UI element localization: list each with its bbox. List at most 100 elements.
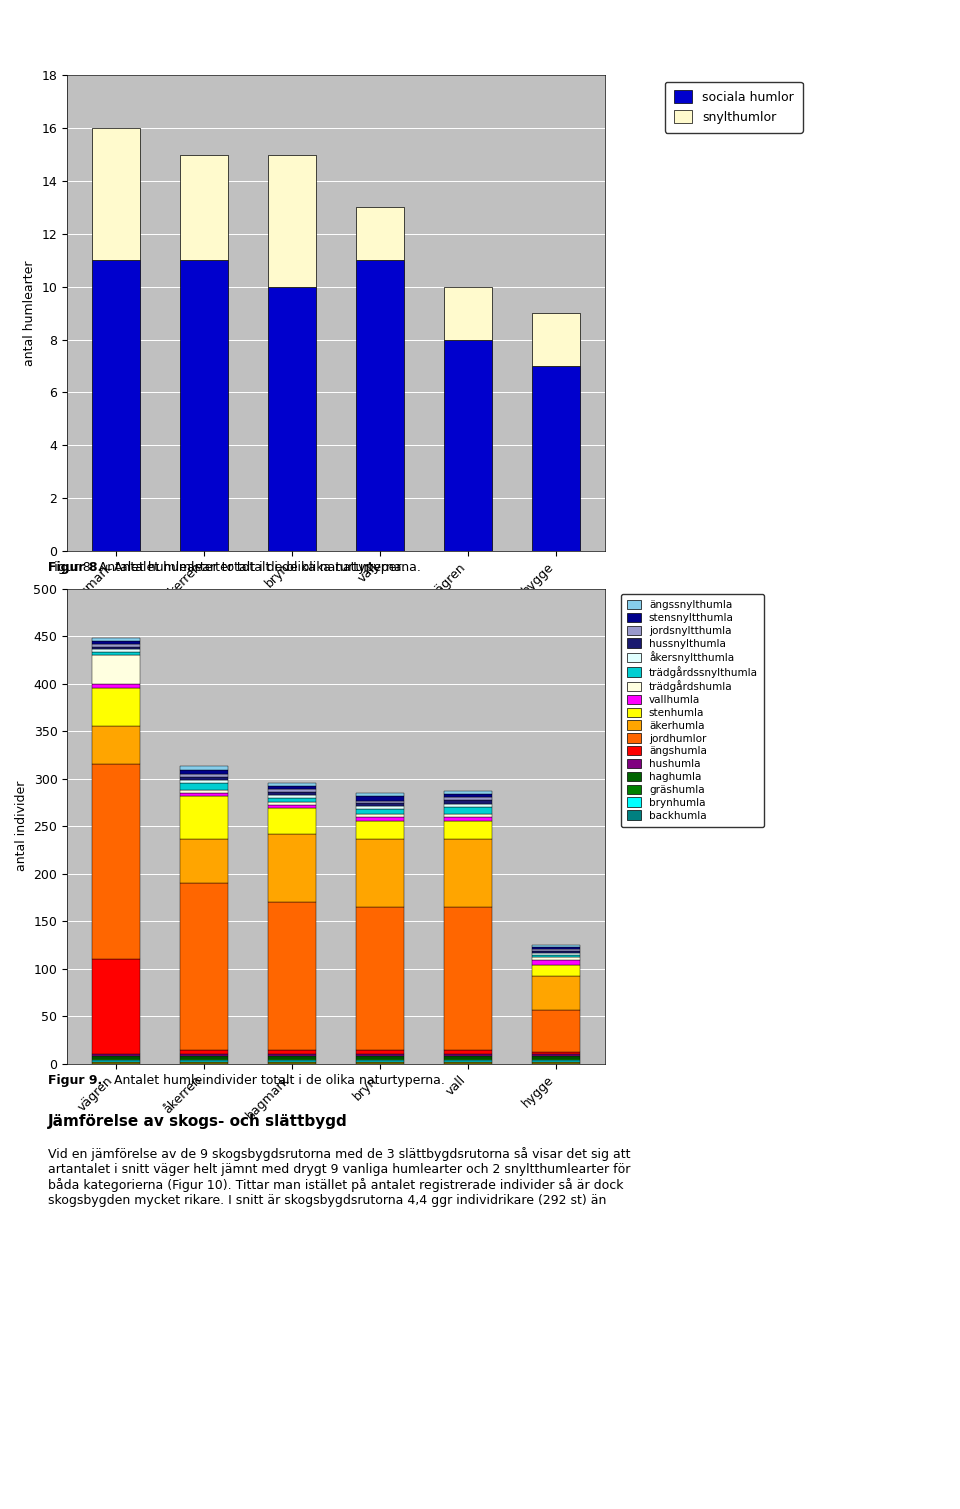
Bar <box>356 1055 404 1056</box>
Bar <box>268 834 316 902</box>
Bar <box>91 726 140 765</box>
Bar <box>444 1062 492 1064</box>
Bar <box>91 655 140 684</box>
Bar <box>444 816 492 821</box>
Bar <box>532 945 581 948</box>
Bar <box>91 644 140 646</box>
Bar <box>180 1062 228 1064</box>
Bar <box>356 907 404 1050</box>
Bar <box>91 688 140 726</box>
Bar <box>268 809 316 834</box>
Bar <box>532 1055 581 1056</box>
Text: Jämförelse av skogs- och slättbygd: Jämförelse av skogs- och slättbygd <box>48 1114 348 1129</box>
Bar <box>180 1058 228 1059</box>
Bar <box>532 951 581 952</box>
Bar <box>532 1010 581 1052</box>
Bar <box>532 312 581 365</box>
Bar <box>532 960 581 964</box>
Bar <box>444 287 492 340</box>
Bar <box>268 1055 316 1056</box>
Bar <box>444 813 492 816</box>
Bar <box>356 1059 404 1062</box>
Y-axis label: antal individer: antal individer <box>15 782 28 871</box>
Bar <box>180 770 228 774</box>
Bar <box>180 883 228 1050</box>
Bar <box>180 783 228 791</box>
Bar <box>444 800 492 804</box>
Bar <box>91 1055 140 1056</box>
Bar <box>180 1059 228 1062</box>
Bar <box>268 902 316 1050</box>
Bar <box>532 1062 581 1064</box>
Text: Figur 9.: Figur 9. <box>48 1074 103 1088</box>
Bar <box>444 807 492 813</box>
Bar <box>356 795 404 800</box>
Bar <box>356 803 404 806</box>
Bar <box>532 952 581 955</box>
Bar <box>356 1062 404 1064</box>
Text: Antalet humlearter totalt i de olika naturtyperna.: Antalet humlearter totalt i de olika nat… <box>110 561 421 575</box>
Bar <box>180 1050 228 1055</box>
Bar <box>532 949 581 951</box>
Text: Vid en jämförelse av de 9 skogsbygdsrutorna med de 3 slättbygdsrutorna så visar : Vid en jämförelse av de 9 skogsbygdsruto… <box>48 1147 631 1207</box>
Bar <box>444 1058 492 1059</box>
Bar <box>180 780 228 783</box>
Bar <box>356 821 404 839</box>
Bar <box>268 1059 316 1062</box>
Bar <box>268 1050 316 1055</box>
Bar <box>444 907 492 1050</box>
Bar <box>91 638 140 641</box>
Bar <box>444 797 492 800</box>
Bar <box>180 777 228 780</box>
Bar <box>532 948 581 949</box>
Bar <box>91 1059 140 1062</box>
Bar <box>180 155 228 260</box>
Bar <box>532 955 581 957</box>
Bar <box>180 792 228 795</box>
Bar <box>180 839 228 883</box>
Bar <box>532 964 581 976</box>
Bar <box>356 800 404 803</box>
Bar <box>268 803 316 806</box>
Bar <box>180 791 228 792</box>
Bar <box>444 804 492 807</box>
Bar <box>91 1062 140 1064</box>
Bar <box>444 821 492 839</box>
Bar <box>91 684 140 688</box>
Bar <box>91 646 140 649</box>
Text: Figur 8. Antalet humlearter totalt i de olika naturtyperna.: Figur 8. Antalet humlearter totalt i de … <box>48 561 406 575</box>
Bar <box>268 792 316 795</box>
Bar <box>532 1056 581 1058</box>
Bar <box>444 1059 492 1062</box>
Bar <box>444 340 492 551</box>
Bar <box>444 839 492 907</box>
Bar <box>532 1058 581 1059</box>
Bar <box>91 128 140 260</box>
Bar <box>356 806 404 809</box>
Bar <box>356 816 404 821</box>
Bar <box>356 260 404 551</box>
Bar <box>444 1055 492 1056</box>
Bar <box>180 767 228 770</box>
Bar <box>532 1052 581 1055</box>
Bar <box>444 1056 492 1058</box>
Bar <box>356 1050 404 1055</box>
Bar <box>91 260 140 551</box>
Y-axis label: antal humlearter: antal humlearter <box>23 261 36 365</box>
Bar <box>268 798 316 803</box>
Bar <box>268 1058 316 1059</box>
Bar <box>91 641 140 644</box>
Bar <box>444 791 492 794</box>
Legend: ängssnylthumla, stensnyltthumla, jordsnyltthumla, hussnylthumla, åkersnyltthumla: ängssnylthumla, stensnyltthumla, jordsny… <box>621 593 764 827</box>
Bar <box>268 783 316 786</box>
Legend: sociala humlor, snylthumlor: sociala humlor, snylthumlor <box>665 81 803 133</box>
Bar <box>180 795 228 839</box>
Text: Figur 8.: Figur 8. <box>48 561 103 575</box>
Bar <box>91 960 140 1055</box>
Bar <box>180 774 228 777</box>
Bar <box>268 1062 316 1064</box>
Bar <box>356 813 404 816</box>
Bar <box>180 260 228 551</box>
Bar <box>91 652 140 655</box>
Bar <box>444 1050 492 1055</box>
